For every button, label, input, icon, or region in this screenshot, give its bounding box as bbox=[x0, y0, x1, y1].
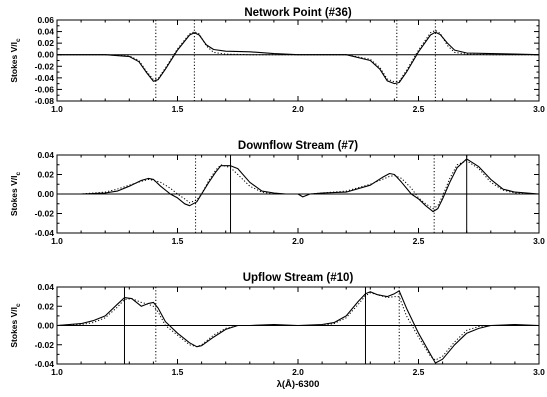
chart-title: Network Point (#36) bbox=[244, 7, 352, 19]
y-tick-label: -0.08 bbox=[35, 96, 55, 106]
solid-series-line bbox=[56, 290, 540, 364]
x-tick-label: 2.5 bbox=[413, 367, 425, 377]
x-tick-label: 1.0 bbox=[51, 236, 63, 246]
y-tick-label: 0.00 bbox=[37, 50, 54, 60]
y-tick-label: 0.00 bbox=[37, 189, 54, 199]
x-tick-label: 1.0 bbox=[51, 104, 63, 114]
y-axis-label-subscript: c bbox=[15, 303, 22, 307]
y-tick-label: 0.02 bbox=[37, 170, 54, 180]
x-tick-label: 3.0 bbox=[533, 104, 545, 114]
y-tick-label: -0.04 bbox=[35, 73, 55, 83]
x-tick-label: 1.0 bbox=[51, 367, 63, 377]
x-tick-label: 3.0 bbox=[533, 367, 545, 377]
x-tick-label: 2.5 bbox=[413, 104, 425, 114]
x-tick-label: 1.5 bbox=[172, 104, 184, 114]
y-axis-label: Stokes V/Ic bbox=[9, 303, 22, 348]
y-tick-label: 0.04 bbox=[37, 282, 54, 292]
chart-title: Downflow Stream (#7) bbox=[238, 140, 358, 152]
y-tick-label: -0.04 bbox=[35, 359, 55, 369]
plot-frame bbox=[56, 19, 540, 102]
y-axis-label: Stokes V/Ic bbox=[9, 38, 22, 83]
y-axis-label-subscript: c bbox=[15, 171, 22, 175]
x-tick-label: 3.0 bbox=[533, 236, 545, 246]
chart-panel-2: Downflow Stream (#7) 1.0 1.5 2.0 2.5 3.0 -0.04… bbox=[9, 140, 545, 246]
dotted-series-line bbox=[57, 160, 539, 210]
y-tick-label: -0.02 bbox=[35, 61, 55, 71]
x-tick-label: 2.0 bbox=[292, 236, 304, 246]
solid-series-line bbox=[57, 31, 540, 85]
x-tick-label: 1.5 bbox=[172, 367, 184, 377]
y-tick-label: 0.02 bbox=[37, 301, 54, 311]
chart-panel-3: Upflow Stream (#10) 1.0 1.5 2.0 2.5 3.0 -0.04 -… bbox=[9, 272, 545, 390]
y-axis-label-main: Stokes V/I bbox=[9, 175, 19, 216]
y-tick-label: 0.04 bbox=[37, 150, 54, 160]
y-tick-label: -0.04 bbox=[35, 228, 55, 238]
y-axis-label-main: Stokes V/I bbox=[9, 307, 19, 348]
y-tick-label: 0.00 bbox=[37, 321, 54, 331]
x-tick-label: 1.5 bbox=[172, 236, 184, 246]
y-tick-label: 0.02 bbox=[37, 38, 54, 48]
y-axis-label-main: Stokes V/I bbox=[9, 42, 19, 83]
dotted-series-line bbox=[57, 29, 539, 83]
x-axis-label: λ(Å)-6300 bbox=[277, 379, 320, 390]
y-tick-label: -0.02 bbox=[35, 340, 55, 350]
y-axis-label-subscript: c bbox=[15, 38, 22, 42]
chart-title: Upflow Stream (#10) bbox=[243, 272, 354, 284]
y-axis-label: Stokes V/Ic bbox=[9, 171, 22, 216]
x-tick-label: 2.5 bbox=[413, 236, 425, 246]
chart-panel-1: Network Point (#36) 1.0 1.5 2.0 2.5 3.0 -0.08 -… bbox=[9, 7, 545, 114]
y-tick-label: 0.06 bbox=[37, 15, 54, 25]
y-tick-label: -0.06 bbox=[35, 84, 55, 94]
x-tick-label: 2.0 bbox=[292, 104, 304, 114]
y-tick-label: 0.04 bbox=[37, 27, 54, 37]
y-tick-label: -0.02 bbox=[35, 209, 55, 219]
dotted-series-line bbox=[56, 292, 539, 361]
x-tick-label: 2.0 bbox=[292, 367, 304, 377]
